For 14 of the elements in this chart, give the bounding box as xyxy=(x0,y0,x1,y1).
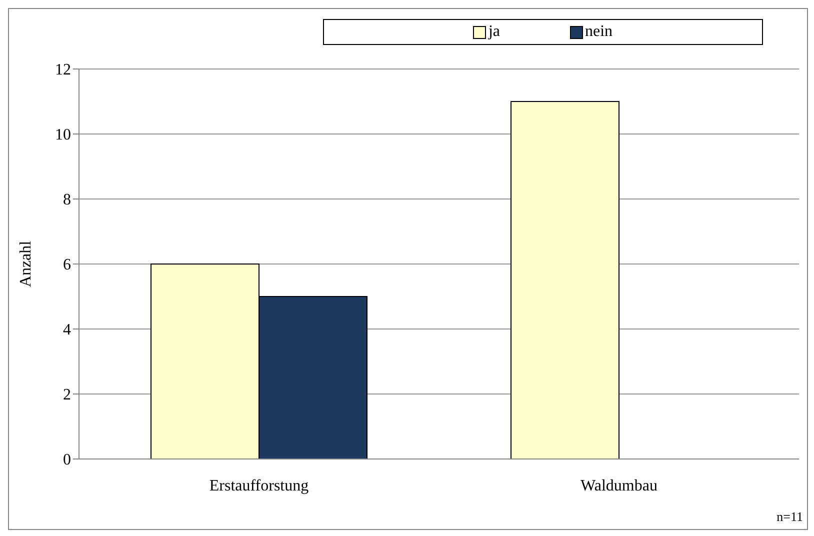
text: n=11 xyxy=(776,509,803,525)
y-tick-label: 8 xyxy=(63,192,71,209)
y-tick-label: 12 xyxy=(55,62,71,79)
y-tick-label: 10 xyxy=(55,126,71,144)
x-tick-label: Erstaufforstung xyxy=(209,477,309,494)
x-tick-label: Waldumbau xyxy=(580,477,658,494)
y-tick-label: 6 xyxy=(63,256,71,274)
y-tick-label: 2 xyxy=(63,386,71,404)
y-axis-title: Anzahl xyxy=(18,240,35,288)
bar xyxy=(510,101,620,459)
legend-label: nein xyxy=(585,23,613,41)
y-tick-label: 4 xyxy=(63,322,71,339)
legend-label: ja xyxy=(488,23,500,41)
y-tick-label: 0 xyxy=(63,452,71,469)
